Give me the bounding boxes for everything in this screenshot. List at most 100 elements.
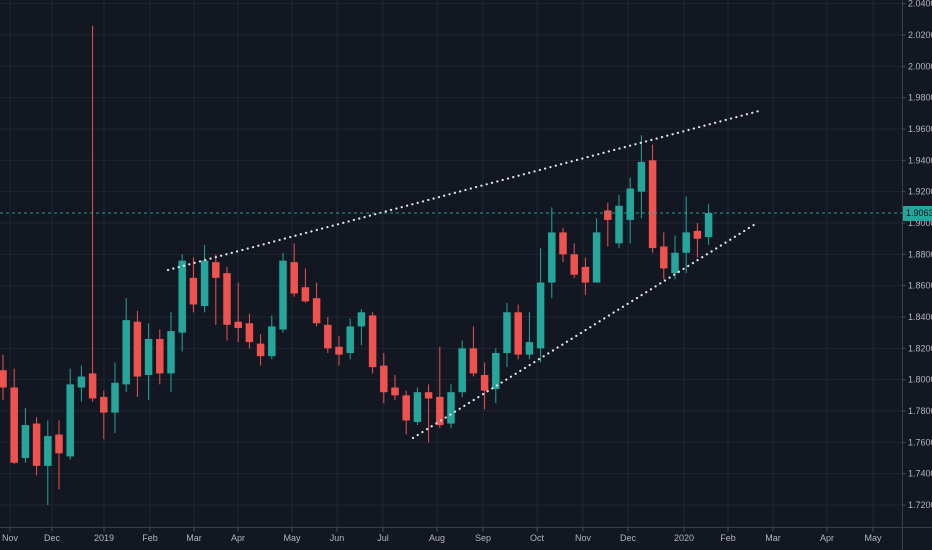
candle-down[interactable] [88, 373, 97, 399]
candle-up[interactable] [548, 232, 556, 283]
candle-down[interactable] [402, 395, 410, 421]
price-axis-label: 1.92000 [908, 187, 932, 197]
candle-up[interactable] [682, 232, 690, 253]
candle-up[interactable] [200, 260, 209, 307]
price-axis-label: 1.80000 [908, 375, 932, 385]
price-axis-label: 1.72000 [908, 500, 932, 510]
candle-down[interactable] [55, 434, 63, 454]
candle-down[interactable] [100, 396, 108, 413]
lower-trendline[interactable] [411, 221, 759, 440]
candle-down[interactable] [570, 254, 578, 275]
candle-up[interactable] [144, 338, 153, 375]
time-axis-label: May [864, 533, 882, 543]
price-axis-label: 2.02000 [908, 30, 932, 40]
time-axis-label: Nov [2, 533, 19, 543]
candle-up[interactable] [346, 326, 354, 354]
candle-up[interactable] [111, 382, 119, 413]
price-axis-label: 1.84000 [908, 312, 932, 322]
candle-down[interactable] [156, 338, 164, 374]
candle-up[interactable] [77, 376, 86, 388]
candle-up[interactable] [592, 232, 601, 283]
candle-down[interactable] [391, 387, 399, 396]
candle-up[interactable] [122, 320, 130, 385]
candle-up[interactable] [626, 188, 634, 220]
price-axis-label: 1.94000 [908, 155, 932, 165]
candle-down[interactable] [0, 370, 7, 388]
price-axis-label: 1.78000 [908, 406, 932, 416]
candle-up[interactable] [21, 425, 30, 459]
candle-up[interactable] [671, 252, 679, 274]
candle-down[interactable] [648, 160, 657, 249]
candle-down[interactable] [212, 262, 220, 278]
candle-up[interactable] [704, 213, 713, 238]
time-axis-label: 2019 [94, 533, 114, 543]
candle-down[interactable] [133, 321, 142, 377]
candle-down[interactable] [559, 232, 567, 255]
candle-down[interactable] [312, 298, 321, 324]
candle-down[interactable] [32, 423, 41, 466]
candle-down[interactable] [335, 346, 343, 355]
time-axis-label: Jul [377, 533, 389, 543]
candle-up[interactable] [637, 161, 646, 192]
candle-down[interactable] [290, 262, 298, 294]
candle-down[interactable] [10, 387, 18, 463]
candle-down[interactable] [301, 287, 310, 302]
time-axis-label: Mar [186, 533, 202, 543]
candle-down[interactable] [189, 277, 198, 305]
price-axis-label: 1.96000 [908, 124, 932, 134]
price-axis-label: 1.98000 [908, 93, 932, 103]
candle-down[interactable] [469, 348, 478, 374]
candle-up[interactable] [279, 260, 287, 330]
time-axis-label: Feb [720, 533, 736, 543]
candle-down[interactable] [368, 315, 377, 368]
time-axis-label: May [283, 533, 301, 543]
time-axis-label: Oct [530, 533, 545, 543]
candle-up[interactable] [413, 392, 422, 422]
candle-up[interactable] [503, 312, 511, 354]
time-axis-label: Jun [330, 533, 345, 543]
candle-down[interactable] [223, 273, 231, 325]
candle-up[interactable] [492, 353, 500, 390]
candle-down[interactable] [380, 365, 388, 393]
time-axis-label: Mar [765, 533, 781, 543]
time-axis-label: Aug [429, 533, 445, 543]
candle-up[interactable] [66, 384, 74, 457]
time-axis-label: Apr [820, 533, 834, 543]
candle-down[interactable] [245, 323, 254, 343]
candle-down[interactable] [480, 374, 489, 391]
candle-up[interactable] [167, 331, 175, 374]
price-axis-label: 1.86000 [908, 281, 932, 291]
time-axis-label: Nov [575, 533, 592, 543]
time-axis[interactable]: Nov Dec 2019 Feb Mar Apr May Jun Jul Aug Sep Oct Nov… [2, 527, 882, 544]
candle-up[interactable] [178, 260, 186, 333]
candle-down[interactable] [324, 324, 332, 349]
price-axis-label: 2.00000 [908, 61, 932, 71]
candle-up[interactable] [357, 312, 366, 327]
candle-down[interactable] [604, 210, 612, 220]
candles [0, 25, 713, 506]
candle-down[interactable] [693, 230, 702, 239]
candle-down[interactable] [581, 266, 590, 283]
candle-up[interactable] [44, 436, 52, 466]
time-axis-label: Dec [44, 533, 61, 543]
candle-up[interactable] [615, 205, 623, 244]
candle-down[interactable] [424, 392, 433, 399]
price-axis-label: 1.90000 [908, 218, 932, 228]
candle-down[interactable] [660, 246, 668, 269]
price-axis-label: 1.74000 [908, 469, 932, 479]
candle-up[interactable] [458, 348, 466, 393]
candle-down[interactable] [256, 343, 265, 357]
candle-down[interactable] [514, 312, 522, 355]
price-axis-label: 1.88000 [908, 249, 932, 259]
candle-up[interactable] [447, 392, 455, 424]
price-axis-label: 1.82000 [908, 343, 932, 353]
candle-up[interactable] [525, 342, 534, 355]
price-axis[interactable]: 2.04000 2.02000 2.00000 1.98000 1.96000 1.940… [902, 0, 932, 510]
candle-up[interactable] [536, 282, 545, 349]
grid [0, 0, 902, 528]
candle-up[interactable] [268, 326, 276, 357]
candle-down[interactable] [234, 321, 242, 328]
candle-down[interactable] [436, 396, 444, 426]
